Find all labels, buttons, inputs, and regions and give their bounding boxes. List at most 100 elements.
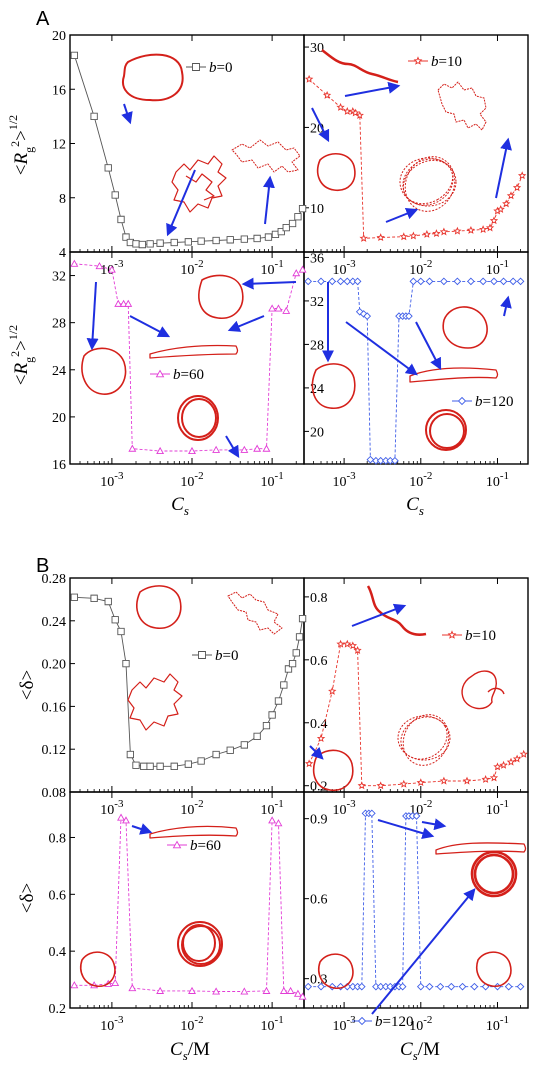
data-point xyxy=(447,982,456,991)
x-tick-label: 10-2 xyxy=(180,470,203,490)
y-tick-label: 28 xyxy=(52,317,66,332)
data-point xyxy=(304,759,314,768)
data-point xyxy=(240,235,248,243)
conformation-loop xyxy=(316,153,356,191)
data-point xyxy=(132,240,140,248)
data-point xyxy=(425,277,434,286)
data-point xyxy=(478,225,488,234)
data-point xyxy=(114,299,123,307)
data-point xyxy=(399,232,408,241)
legend-layer: b=0 b=10 b=60 b=120 b=0 b=10 b=60 b=120 xyxy=(150,54,513,1030)
data-point xyxy=(240,445,249,453)
data-point xyxy=(458,982,467,991)
arrow xyxy=(385,207,419,223)
data-point xyxy=(359,233,368,242)
data-point xyxy=(107,265,116,273)
y-axis-title-b-top: <δ> xyxy=(17,670,38,700)
data-point xyxy=(146,762,154,770)
legend-marker xyxy=(447,630,457,639)
y-tick-label: 20 xyxy=(52,29,66,44)
data-point xyxy=(288,659,297,668)
y-tick-label: 30 xyxy=(310,41,324,56)
data-point xyxy=(280,681,288,689)
legend-marker xyxy=(457,396,467,406)
data-point xyxy=(226,746,234,754)
y-tick-label: 0.4 xyxy=(310,717,328,732)
x-tick-label: 10-1 xyxy=(486,1014,509,1034)
data-point xyxy=(368,809,376,818)
ticks-layer: 4 8 12 16 20 10 20 30 16 20 24 28 32 10-3 10-3 10-2 10-2… xyxy=(42,29,521,1034)
conformation-loop xyxy=(81,347,127,395)
arrow xyxy=(121,103,133,125)
data-point xyxy=(506,191,516,200)
y-tick-label: 0.20 xyxy=(42,658,67,673)
legend-marker xyxy=(192,63,200,71)
data-point xyxy=(516,982,525,991)
arrow xyxy=(86,281,99,351)
data-point xyxy=(128,983,137,992)
conformation-rod xyxy=(149,344,239,359)
data-point xyxy=(240,987,249,995)
conformation-loop xyxy=(312,749,354,791)
data-point xyxy=(111,978,120,986)
data-point xyxy=(188,446,196,455)
data-point xyxy=(293,989,302,997)
legend-marker xyxy=(172,840,182,849)
legend-label: b=120 xyxy=(475,394,513,410)
conformation-loop xyxy=(311,363,356,409)
arrow xyxy=(227,315,265,332)
y-axis-title-a-bottom: <Rg2>1/2 xyxy=(6,325,36,385)
y-tick-label: 32 xyxy=(52,270,66,285)
data-point xyxy=(425,982,434,991)
y-tick-label: 0.9 xyxy=(310,813,328,828)
figure-label-a: A xyxy=(36,8,50,30)
arrow xyxy=(309,745,324,760)
data-point xyxy=(282,223,290,232)
data-point xyxy=(376,456,385,465)
data-point xyxy=(416,982,425,991)
data-point xyxy=(485,223,495,232)
data-point xyxy=(519,749,528,758)
panel-b-b10-frame xyxy=(303,577,529,793)
data-point xyxy=(274,819,283,827)
data-point xyxy=(416,778,425,787)
data-point xyxy=(268,816,277,824)
data-point xyxy=(188,986,196,994)
panel-b-b120-frame xyxy=(303,791,529,1009)
conformation-rod xyxy=(321,49,399,84)
data-point xyxy=(317,277,325,286)
arrow xyxy=(129,315,171,338)
conformation-extended xyxy=(231,139,301,173)
y-axis-title-a-top: <Rg2>1/2 xyxy=(6,115,36,175)
y-tick-label: 0.4 xyxy=(49,945,67,960)
data-point xyxy=(298,265,307,273)
y-tick-label: 16 xyxy=(52,83,66,98)
data-point xyxy=(282,306,291,314)
y-tick-label: 0.8 xyxy=(49,831,67,846)
data-point xyxy=(138,240,147,249)
data-point xyxy=(405,312,413,320)
y-tick-label: 0.2 xyxy=(49,1002,67,1017)
data-point xyxy=(317,982,325,991)
data-point xyxy=(496,205,505,213)
data-point xyxy=(253,444,262,452)
data-point xyxy=(184,760,192,768)
x-tick-label: 10-2 xyxy=(409,1014,432,1034)
data-point xyxy=(467,277,475,286)
data-point xyxy=(509,277,517,286)
arrow xyxy=(371,888,476,1015)
conformation-toroid xyxy=(425,409,467,451)
figure-label-b: B xyxy=(36,555,49,577)
x-tick-label: 10-1 xyxy=(486,470,509,490)
data-point xyxy=(295,633,304,641)
data-point xyxy=(156,986,165,994)
y-tick-label: 0.6 xyxy=(310,654,328,669)
panel-a-b120-frame xyxy=(303,251,529,465)
x-tick-label: 10-1 xyxy=(261,1014,284,1034)
legend-label: b=10 xyxy=(431,54,462,70)
data-point xyxy=(124,299,133,307)
data-point xyxy=(268,711,276,719)
data-point xyxy=(489,216,499,225)
legend-label: b=120 xyxy=(375,1014,413,1030)
data-point xyxy=(516,277,525,286)
